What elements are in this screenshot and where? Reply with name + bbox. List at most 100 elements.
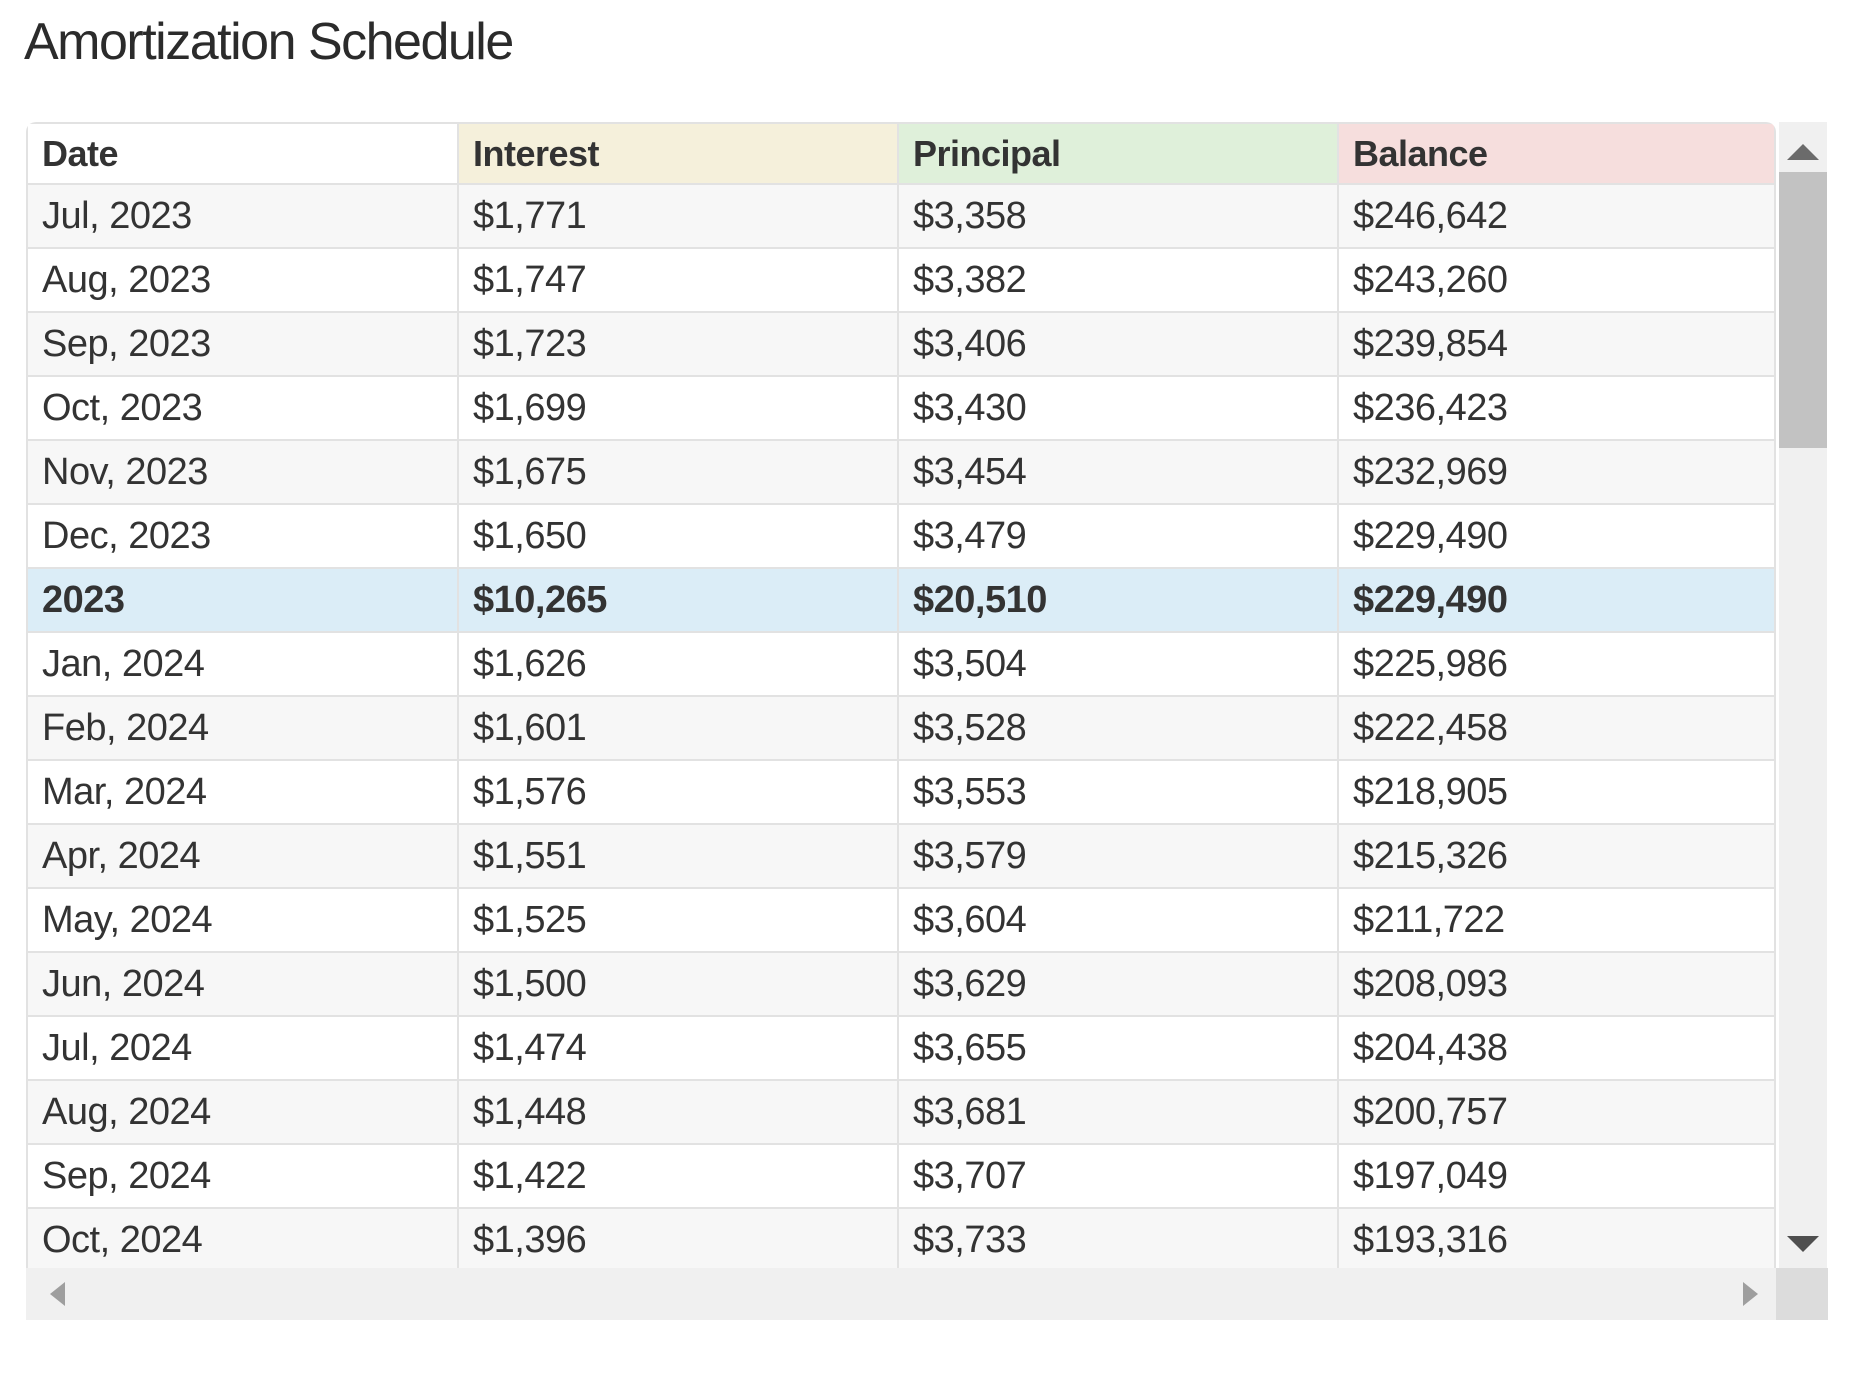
cell-principal: $3,604 — [897, 887, 1339, 953]
cell-principal: $3,504 — [897, 631, 1339, 697]
cell-interest: $1,723 — [457, 311, 899, 377]
table-row: Oct, 2023 $1,699 $3,430 $236,423 — [26, 375, 1776, 441]
table-row: Jul, 2023 $1,771 $3,358 $246,642 — [26, 183, 1776, 249]
cell-date: Jun, 2024 — [26, 951, 459, 1017]
cell-balance: $200,757 — [1337, 1079, 1776, 1145]
cell-date: Aug, 2023 — [26, 247, 459, 313]
cell-date: Oct, 2024 — [26, 1207, 459, 1268]
scrollbar-corner — [1776, 1268, 1828, 1320]
cell-principal: $3,479 — [897, 503, 1339, 569]
cell-interest: $1,448 — [457, 1079, 899, 1145]
cell-date: Jul, 2024 — [26, 1015, 459, 1081]
cell-interest: $1,576 — [457, 759, 899, 825]
vertical-scroll-thumb[interactable] — [1779, 172, 1827, 448]
cell-date: Sep, 2023 — [26, 311, 459, 377]
cell-principal: $3,707 — [897, 1143, 1339, 1209]
cell-date: Oct, 2023 — [26, 375, 459, 441]
table-row: Dec, 2023 $1,650 $3,479 $229,490 — [26, 503, 1776, 569]
cell-balance: $215,326 — [1337, 823, 1776, 889]
table-row: Apr, 2024 $1,551 $3,579 $215,326 — [26, 823, 1776, 889]
cell-interest: $1,396 — [457, 1207, 899, 1268]
table-row: Nov, 2023 $1,675 $3,454 $232,969 — [26, 439, 1776, 505]
cell-date: Sep, 2024 — [26, 1143, 459, 1209]
cell-principal: $20,510 — [897, 567, 1339, 633]
cell-principal: $3,733 — [897, 1207, 1339, 1268]
cell-balance: $193,316 — [1337, 1207, 1776, 1268]
cell-interest: $10,265 — [457, 567, 899, 633]
cell-date: Feb, 2024 — [26, 695, 459, 761]
cell-principal: $3,579 — [897, 823, 1339, 889]
cell-principal: $3,358 — [897, 183, 1339, 249]
cell-principal: $3,430 — [897, 375, 1339, 441]
cell-balance: $211,722 — [1337, 887, 1776, 953]
cell-principal: $3,528 — [897, 695, 1339, 761]
table-row: Aug, 2024 $1,448 $3,681 $200,757 — [26, 1079, 1776, 1145]
column-header-date: Date — [26, 122, 459, 185]
cell-date: Nov, 2023 — [26, 439, 459, 505]
cell-interest: $1,500 — [457, 951, 899, 1017]
cell-interest: $1,699 — [457, 375, 899, 441]
amortization-schedule-widget: Date Interest Principal Balance Jul, 202… — [26, 122, 1828, 1320]
cell-balance: $225,986 — [1337, 631, 1776, 697]
cell-date: Jan, 2024 — [26, 631, 459, 697]
cell-interest: $1,422 — [457, 1143, 899, 1209]
cell-interest: $1,747 — [457, 247, 899, 313]
cell-date: Apr, 2024 — [26, 823, 459, 889]
table-row: Jul, 2024 $1,474 $3,655 $204,438 — [26, 1015, 1776, 1081]
cell-balance: $197,049 — [1337, 1143, 1776, 1209]
table-row: Mar, 2024 $1,576 $3,553 $218,905 — [26, 759, 1776, 825]
cell-date: 2023 — [26, 567, 459, 633]
cell-date: Mar, 2024 — [26, 759, 459, 825]
table-row: Jun, 2024 $1,500 $3,629 $208,093 — [26, 951, 1776, 1017]
cell-principal: $3,454 — [897, 439, 1339, 505]
scroll-right-arrow-icon[interactable] — [1743, 1282, 1758, 1306]
cell-date: Aug, 2024 — [26, 1079, 459, 1145]
cell-interest: $1,675 — [457, 439, 899, 505]
scroll-up-arrow-icon[interactable] — [1787, 144, 1819, 160]
cell-interest: $1,525 — [457, 887, 899, 953]
amortization-table: Date Interest Principal Balance Jul, 202… — [26, 122, 1776, 1268]
header-row: Date Interest Principal Balance — [26, 122, 1776, 185]
cell-balance: $243,260 — [1337, 247, 1776, 313]
cell-balance: $236,423 — [1337, 375, 1776, 441]
cell-balance: $232,969 — [1337, 439, 1776, 505]
cell-interest: $1,771 — [457, 183, 899, 249]
cell-interest: $1,650 — [457, 503, 899, 569]
cell-balance: $218,905 — [1337, 759, 1776, 825]
cell-date: Jul, 2023 — [26, 183, 459, 249]
cell-principal: $3,406 — [897, 311, 1339, 377]
cell-date: May, 2024 — [26, 887, 459, 953]
cell-balance: $208,093 — [1337, 951, 1776, 1017]
cell-balance: $246,642 — [1337, 183, 1776, 249]
column-header-interest: Interest — [457, 122, 899, 185]
table-row: May, 2024 $1,525 $3,604 $211,722 — [26, 887, 1776, 953]
table-scroll-area[interactable]: Date Interest Principal Balance Jul, 202… — [26, 122, 1776, 1268]
summary-row: 2023 $10,265 $20,510 $229,490 — [26, 567, 1776, 633]
table-row: Sep, 2024 $1,422 $3,707 $197,049 — [26, 1143, 1776, 1209]
table-header: Date Interest Principal Balance — [26, 122, 1776, 185]
cell-balance: $204,438 — [1337, 1015, 1776, 1081]
scroll-down-arrow-icon[interactable] — [1787, 1236, 1819, 1252]
cell-principal: $3,553 — [897, 759, 1339, 825]
cell-principal: $3,382 — [897, 247, 1339, 313]
cell-principal: $3,681 — [897, 1079, 1339, 1145]
cell-principal: $3,655 — [897, 1015, 1339, 1081]
scroll-left-arrow-icon[interactable] — [50, 1282, 65, 1306]
page-title: Amortization Schedule — [24, 13, 514, 71]
cell-balance: $222,458 — [1337, 695, 1776, 761]
cell-interest: $1,474 — [457, 1015, 899, 1081]
horizontal-scrollbar[interactable] — [26, 1268, 1776, 1320]
vertical-scrollbar[interactable] — [1779, 122, 1827, 1268]
table-row: Feb, 2024 $1,601 $3,528 $222,458 — [26, 695, 1776, 761]
cell-interest: $1,601 — [457, 695, 899, 761]
cell-balance: $229,490 — [1337, 567, 1776, 633]
cell-interest: $1,626 — [457, 631, 899, 697]
table-body: Jul, 2023 $1,771 $3,358 $246,642 Aug, 2023 $1… — [26, 183, 1776, 1268]
table-row: Jan, 2024 $1,626 $3,504 $225,986 — [26, 631, 1776, 697]
table-row: Oct, 2024 $1,396 $3,733 $193,316 — [26, 1207, 1776, 1268]
cell-date: Dec, 2023 — [26, 503, 459, 569]
cell-interest: $1,551 — [457, 823, 899, 889]
table-row: Sep, 2023 $1,723 $3,406 $239,854 — [26, 311, 1776, 377]
cell-balance: $229,490 — [1337, 503, 1776, 569]
column-header-principal: Principal — [897, 122, 1339, 185]
